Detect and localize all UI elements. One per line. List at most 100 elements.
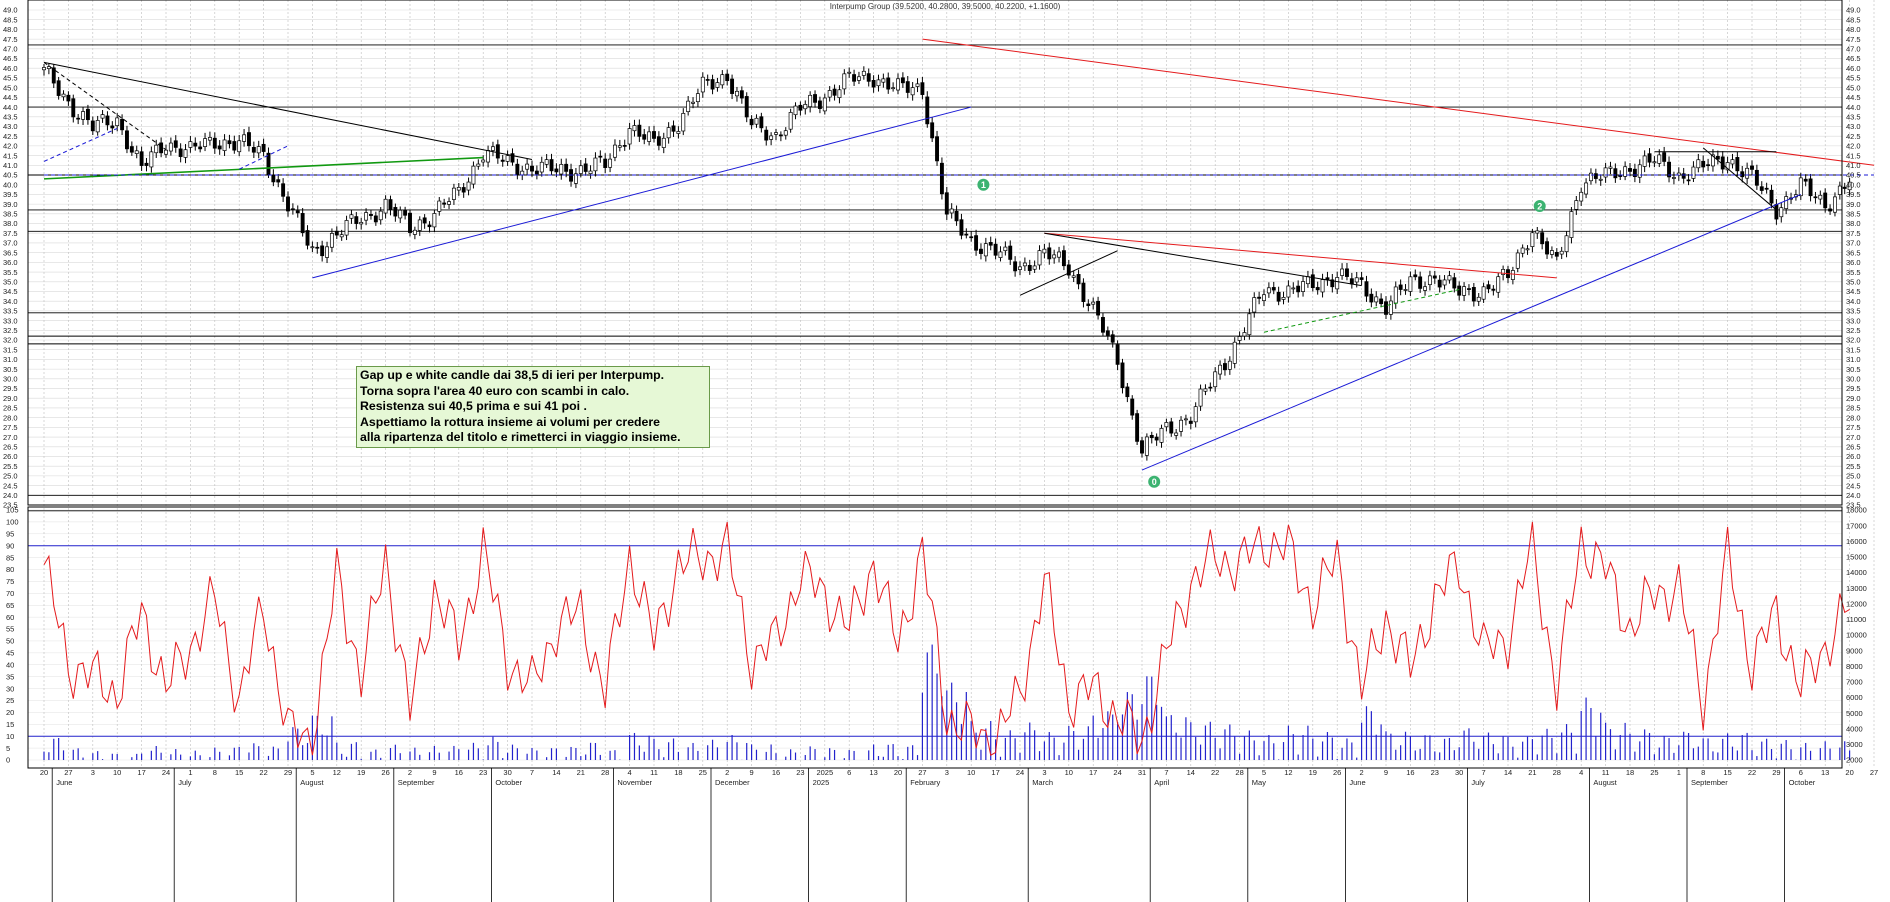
- price-tick-right: 46.5: [1846, 54, 1861, 63]
- date-tick-label: 24: [162, 768, 170, 777]
- candle-body: [613, 144, 617, 158]
- candle-body: [261, 143, 266, 152]
- osc-tick-left: 95: [6, 530, 14, 539]
- candle-body: [1471, 287, 1476, 302]
- date-tick-label: 9: [1384, 768, 1388, 777]
- candle-body: [81, 111, 85, 120]
- price-tick-right: 39.0: [1846, 200, 1861, 209]
- price-tick-right: 27.5: [1846, 423, 1861, 432]
- price-tick-left: 43.5: [3, 112, 18, 121]
- candle-body: [1076, 274, 1081, 285]
- candle-body: [125, 130, 129, 150]
- price-tick-left: 44.5: [3, 93, 18, 102]
- price-tick-left: 49.0: [3, 6, 18, 15]
- candle-body: [832, 88, 837, 96]
- candle-body: [1828, 208, 1833, 212]
- candle-body: [1467, 288, 1471, 290]
- date-tick-label: 23: [479, 768, 487, 777]
- price-tick-right: 45.0: [1846, 83, 1861, 92]
- candle-body: [837, 89, 842, 98]
- date-tick-label: 13: [869, 768, 877, 777]
- price-tick-left: 42.5: [3, 132, 18, 141]
- candle-body: [442, 202, 447, 205]
- date-tick-label: 30: [1455, 768, 1463, 777]
- price-tick-right: 47.5: [1846, 35, 1861, 44]
- date-tick-label: 25: [699, 768, 707, 777]
- candle-body: [168, 142, 173, 152]
- candle-body: [295, 210, 300, 214]
- candle-body: [1144, 436, 1149, 456]
- price-tick-left: 47.0: [3, 45, 18, 54]
- date-tick-label: 3: [945, 768, 949, 777]
- candle-body: [896, 78, 900, 91]
- price-tick-right: 39.5: [1846, 190, 1861, 199]
- candle-body: [744, 96, 749, 118]
- date-tick-label: 12: [333, 768, 341, 777]
- candle-body: [1515, 252, 1520, 269]
- osc-tick-left: 55: [6, 625, 14, 634]
- date-tick-label: 17: [137, 768, 145, 777]
- date-tick-label: 9: [432, 768, 436, 777]
- candle-body: [1183, 418, 1188, 421]
- date-tick-label: 18: [674, 768, 682, 777]
- price-tick-left: 37.0: [3, 239, 18, 248]
- candle-body: [456, 187, 461, 191]
- candle-body: [549, 159, 554, 172]
- date-tick-label: 15: [1723, 768, 1731, 777]
- price-tick-left: 28.0: [3, 413, 18, 422]
- wave-markers: 0 1 2: [977, 178, 1546, 488]
- price-tick-left: 38.5: [3, 210, 18, 219]
- date-tick-label: 2: [725, 768, 729, 777]
- candle-body: [622, 145, 627, 147]
- candle-body: [1398, 284, 1403, 290]
- date-tick-label: 28: [1553, 768, 1561, 777]
- price-tick-right: 27.0: [1846, 433, 1861, 442]
- candle-body: [207, 137, 212, 141]
- date-tick-label: 17: [991, 768, 999, 777]
- candle-body: [417, 219, 422, 231]
- candle-body: [1652, 161, 1657, 164]
- candle-body: [173, 140, 178, 148]
- candle-body: [1120, 362, 1125, 389]
- candle-body: [491, 146, 495, 151]
- candle-body: [1061, 250, 1066, 267]
- price-tick-right: 40.0: [1846, 180, 1861, 189]
- candle-body: [735, 90, 739, 97]
- candle-body: [1745, 167, 1750, 179]
- candle-body: [559, 164, 564, 175]
- candle-body: [1452, 277, 1457, 289]
- price-tick-right: 49.0: [1846, 6, 1861, 15]
- price-tick-right: 33.5: [1846, 307, 1861, 316]
- date-tick-label: 6: [847, 768, 851, 777]
- date-tick-label: 24: [1016, 768, 1024, 777]
- candle-body: [637, 124, 642, 137]
- candle-body: [1481, 286, 1486, 300]
- price-tick-left: 39.5: [3, 190, 18, 199]
- candle-body: [408, 212, 412, 233]
- candle-body: [149, 151, 154, 168]
- candle-body: [1066, 264, 1071, 276]
- candle-body: [1232, 341, 1237, 364]
- candle-body: [710, 79, 715, 90]
- candle-body: [1554, 251, 1559, 257]
- osc-tick-left: 35: [6, 672, 14, 681]
- candle-body: [520, 170, 525, 176]
- price-tick-right: 48.0: [1846, 25, 1861, 34]
- price-tick-right: 36.0: [1846, 258, 1861, 267]
- candle-body: [427, 224, 432, 228]
- trendline: [1044, 232, 1557, 279]
- candle-body: [935, 136, 939, 162]
- candle-body: [1218, 364, 1223, 375]
- candle-body: [1305, 276, 1310, 285]
- date-tick-label: 28: [601, 768, 609, 777]
- candle-body: [1008, 245, 1013, 260]
- date-tick-label: 15: [235, 768, 243, 777]
- candle-body: [1320, 279, 1325, 293]
- candle-body: [271, 174, 276, 183]
- price-tick-left: 40.5: [3, 171, 18, 180]
- candle-body: [1179, 419, 1183, 432]
- candle-body: [1384, 301, 1388, 315]
- price-tick-left: 32.0: [3, 336, 18, 345]
- candle-body: [344, 220, 349, 236]
- date-tick-label: 5: [1262, 768, 1266, 777]
